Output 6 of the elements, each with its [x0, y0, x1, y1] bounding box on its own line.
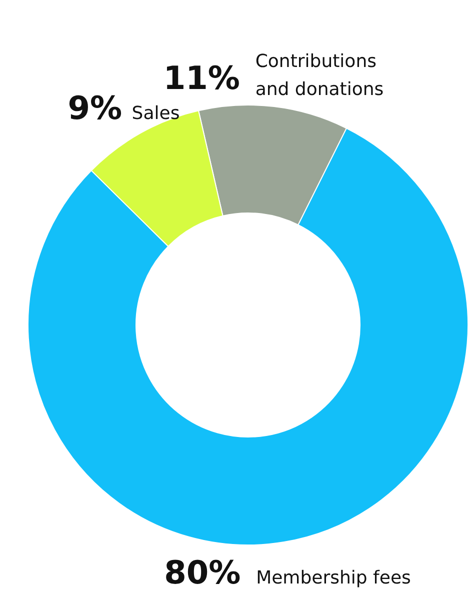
data-label: 11%: [163, 58, 240, 97]
data-label: 80%: [164, 554, 241, 592]
slice-label: Membership fees: [256, 568, 411, 589]
slice-label: Contributions and donations: [255, 50, 384, 100]
slice-label: Sales: [132, 102, 180, 124]
data-label: 9%: [68, 88, 122, 127]
